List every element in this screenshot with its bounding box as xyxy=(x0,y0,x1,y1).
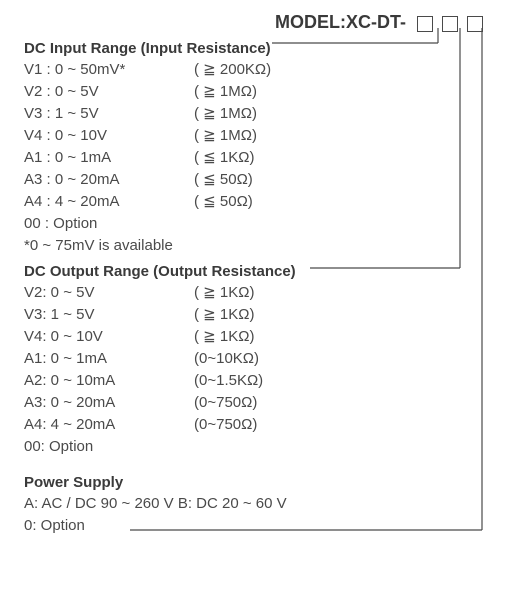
input-resistance: ( ≧ 1MΩ) xyxy=(194,81,257,103)
output-label: V2: 0 ~ 5V xyxy=(24,282,194,304)
model-placeholder-boxes xyxy=(413,13,483,34)
output-section-title: DC Output Range (Output Resistance) xyxy=(24,263,493,280)
input-rows: V1 : 0 ~ 50mV*( ≧ 200KΩ)V2 : 0 ~ 5V( ≧ 1… xyxy=(24,59,493,235)
output-resistance: (0~750Ω) xyxy=(194,392,257,414)
model-label: MODEL: xyxy=(275,12,346,32)
output-label: V3: 1 ~ 5V xyxy=(24,304,194,326)
output-resistance: (0~750Ω) xyxy=(194,414,257,436)
output-row: A1: 0 ~ 1mA(0~10KΩ) xyxy=(24,348,493,370)
output-resistance: (0~1.5KΩ) xyxy=(194,370,263,392)
output-label: A3: 0 ~ 20mA xyxy=(24,392,194,414)
model-box-2 xyxy=(442,16,458,32)
power-section-title: Power Supply xyxy=(24,474,493,491)
output-resistance: ( ≧ 1KΩ) xyxy=(194,282,254,304)
input-label: 00 : Option xyxy=(24,213,194,235)
input-row: A4 : 4 ~ 20mA( ≦ 50Ω) xyxy=(24,191,493,213)
power-line-2: 0: Option xyxy=(24,515,493,537)
output-resistance: (0~10KΩ) xyxy=(194,348,259,370)
input-label: V2 : 0 ~ 5V xyxy=(24,81,194,103)
model-box-1 xyxy=(417,16,433,32)
input-label: A4 : 4 ~ 20mA xyxy=(24,191,194,213)
input-row: V1 : 0 ~ 50mV*( ≧ 200KΩ) xyxy=(24,59,493,81)
output-row: A3: 0 ~ 20mA(0~750Ω) xyxy=(24,392,493,414)
input-row: 00 : Option xyxy=(24,213,493,235)
output-row: V3: 1 ~ 5V( ≧ 1KΩ) xyxy=(24,304,493,326)
input-label: A1 : 0 ~ 1mA xyxy=(24,147,194,169)
output-row: A4: 4 ~ 20mA(0~750Ω) xyxy=(24,414,493,436)
input-resistance: ( ≧ 200KΩ) xyxy=(194,59,271,81)
output-label: A1: 0 ~ 1mA xyxy=(24,348,194,370)
input-row: A1 : 0 ~ 1mA( ≦ 1KΩ) xyxy=(24,147,493,169)
input-label: V4 : 0 ~ 10V xyxy=(24,125,194,147)
output-row: V4: 0 ~ 10V( ≧ 1KΩ) xyxy=(24,326,493,348)
input-label: A3 : 0 ~ 20mA xyxy=(24,169,194,191)
input-resistance: ( ≦ 50Ω) xyxy=(194,169,253,191)
model-code: XC-DT- xyxy=(346,12,406,32)
input-resistance: ( ≦ 50Ω) xyxy=(194,191,253,213)
output-resistance: ( ≧ 1KΩ) xyxy=(194,326,254,348)
model-box-3 xyxy=(467,16,483,32)
input-label: V3 : 1 ~ 5V xyxy=(24,103,194,125)
input-label: V1 : 0 ~ 50mV* xyxy=(24,59,194,81)
output-label: A4: 4 ~ 20mA xyxy=(24,414,194,436)
output-rows: V2: 0 ~ 5V( ≧ 1KΩ)V3: 1 ~ 5V( ≧ 1KΩ)V4: … xyxy=(24,282,493,458)
power-line-1: A: AC / DC 90 ~ 260 V B: DC 20 ~ 60 V xyxy=(24,493,493,515)
input-resistance: ( ≦ 1KΩ) xyxy=(194,147,254,169)
output-label: V4: 0 ~ 10V xyxy=(24,326,194,348)
input-row: V2 : 0 ~ 5V( ≧ 1MΩ) xyxy=(24,81,493,103)
input-resistance: ( ≧ 1MΩ) xyxy=(194,103,257,125)
input-section-title: DC Input Range (Input Resistance) xyxy=(24,40,493,57)
input-resistance: ( ≧ 1MΩ) xyxy=(194,125,257,147)
model-header: MODEL:XC-DT- xyxy=(24,12,493,34)
input-row: V3 : 1 ~ 5V( ≧ 1MΩ) xyxy=(24,103,493,125)
output-row: V2: 0 ~ 5V( ≧ 1KΩ) xyxy=(24,282,493,304)
output-label: 00: Option xyxy=(24,436,194,458)
input-row: A3 : 0 ~ 20mA( ≦ 50Ω) xyxy=(24,169,493,191)
output-row: 00: Option xyxy=(24,436,493,458)
input-row: V4 : 0 ~ 10V( ≧ 1MΩ) xyxy=(24,125,493,147)
output-label: A2: 0 ~ 10mA xyxy=(24,370,194,392)
output-resistance: ( ≧ 1KΩ) xyxy=(194,304,254,326)
output-row: A2: 0 ~ 10mA(0~1.5KΩ) xyxy=(24,370,493,392)
input-footnote: *0 ~ 75mV is available xyxy=(24,235,493,257)
